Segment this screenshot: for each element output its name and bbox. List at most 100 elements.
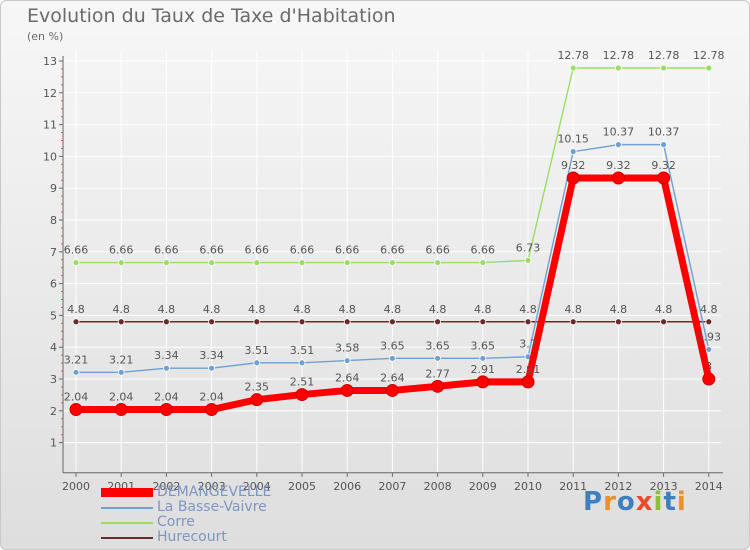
- data-point: [298, 359, 306, 367]
- data-point: [388, 259, 396, 267]
- data-label: 12.78: [693, 49, 725, 62]
- data-point: [705, 64, 713, 72]
- data-point: [253, 259, 261, 267]
- data-point: [385, 383, 399, 397]
- data-point: [388, 354, 396, 362]
- data-point: [162, 318, 170, 326]
- logo-letter: o: [616, 487, 636, 517]
- data-label: 2.64: [335, 371, 360, 384]
- data-point: [208, 259, 216, 267]
- y-tick-label: 11: [43, 119, 57, 132]
- data-point: [660, 318, 667, 326]
- data-label: 6.66: [380, 244, 405, 257]
- data-label: 3.21: [64, 353, 89, 366]
- y-tick-label: 10: [43, 150, 57, 163]
- data-label: 4.8: [338, 303, 356, 316]
- legend-swatch-la-basse-vaivre: [101, 507, 153, 509]
- data-point: [159, 403, 173, 417]
- chart-unit: (en %): [27, 30, 64, 43]
- data-label: 4.8: [67, 303, 85, 316]
- data-point: [298, 318, 306, 326]
- data-label: 2.51: [290, 376, 315, 389]
- data-point: [476, 375, 490, 389]
- data-point: [298, 259, 306, 267]
- data-label: 2.91: [471, 363, 496, 376]
- data-point: [434, 354, 442, 362]
- data-point: [521, 375, 535, 389]
- data-label: 3.34: [154, 349, 179, 362]
- data-point: [69, 403, 83, 417]
- data-point: [615, 141, 622, 149]
- y-tick-label: 13: [43, 55, 57, 68]
- x-tick-label: 2002: [152, 480, 180, 493]
- data-label: 6.66: [154, 244, 179, 257]
- data-label: 6.66: [471, 244, 496, 257]
- y-tick-label: 6: [50, 278, 57, 291]
- data-point: [434, 318, 442, 326]
- y-tick-label: 2: [50, 405, 57, 418]
- y-tick-label: 9: [50, 182, 57, 195]
- data-point: [615, 318, 622, 326]
- data-label: 2.35: [245, 381, 270, 394]
- data-point: [657, 171, 671, 185]
- logo-letter: i: [676, 487, 687, 517]
- data-point: [343, 318, 351, 326]
- data-point: [660, 64, 667, 72]
- data-label: 12.78: [648, 49, 680, 62]
- data-label: 4.8: [655, 303, 673, 316]
- data-label: 4.8: [158, 303, 176, 316]
- data-label: 2.64: [380, 371, 405, 384]
- data-point: [524, 256, 532, 264]
- data-label: 4.8: [519, 303, 537, 316]
- data-label: 3.58: [335, 342, 360, 355]
- data-label: 4.8: [112, 303, 130, 316]
- data-point: [340, 383, 354, 397]
- x-tick-label: 2014: [695, 480, 723, 493]
- data-label: 10.37: [603, 126, 635, 139]
- data-point: [569, 318, 577, 326]
- data-label: 9.32: [561, 159, 586, 172]
- data-label: 12.78: [557, 49, 589, 62]
- x-tick-label: 2010: [514, 480, 542, 493]
- logo-letter: r: [603, 487, 617, 517]
- data-point: [434, 259, 442, 267]
- data-label: 3.51: [245, 344, 270, 357]
- data-label: 2.04: [199, 391, 224, 404]
- legend-label-demangevelle: DEMANGEVELLE: [157, 484, 272, 500]
- legend-swatch-hurecourt: [101, 537, 153, 539]
- legend-label-la-basse-vaivre: La Basse-Vaivre: [157, 499, 267, 515]
- data-label: 4.8: [474, 303, 492, 316]
- y-tick-label: 7: [50, 246, 57, 259]
- data-label: 4.8: [203, 303, 221, 316]
- data-label: 3.51: [290, 344, 315, 357]
- data-point: [162, 364, 170, 372]
- legend-swatch-corre: [101, 522, 153, 524]
- data-point: [117, 368, 125, 376]
- data-label: 2.04: [109, 391, 134, 404]
- data-label: 4.8: [429, 303, 447, 316]
- data-label: 3.7: [519, 338, 537, 351]
- data-label: 6.66: [290, 244, 315, 257]
- data-label: 10.37: [648, 126, 680, 139]
- proxiti-logo: Proxiti: [583, 487, 687, 517]
- data-label: 10.15: [557, 133, 589, 146]
- x-tick-label: 2011: [559, 480, 587, 493]
- data-label: 6.66: [425, 244, 450, 257]
- data-point: [479, 354, 487, 362]
- legend-swatch-demangevelle: [101, 488, 153, 497]
- x-tick-label: 2009: [469, 480, 497, 493]
- data-point: [569, 64, 577, 72]
- data-label: 3.93: [697, 330, 722, 343]
- data-label: 4.8: [384, 303, 402, 316]
- data-label: 2.77: [425, 367, 450, 380]
- data-point: [431, 379, 445, 393]
- x-tick-label: 2013: [650, 480, 678, 493]
- data-point: [615, 64, 622, 72]
- data-point: [343, 259, 351, 267]
- data-label: 3.65: [425, 339, 450, 352]
- data-label: 4.8: [610, 303, 628, 316]
- y-tick-label: 3: [50, 373, 57, 386]
- data-point: [660, 141, 667, 149]
- data-label: 9.32: [606, 159, 631, 172]
- data-label: 4.8: [700, 303, 718, 316]
